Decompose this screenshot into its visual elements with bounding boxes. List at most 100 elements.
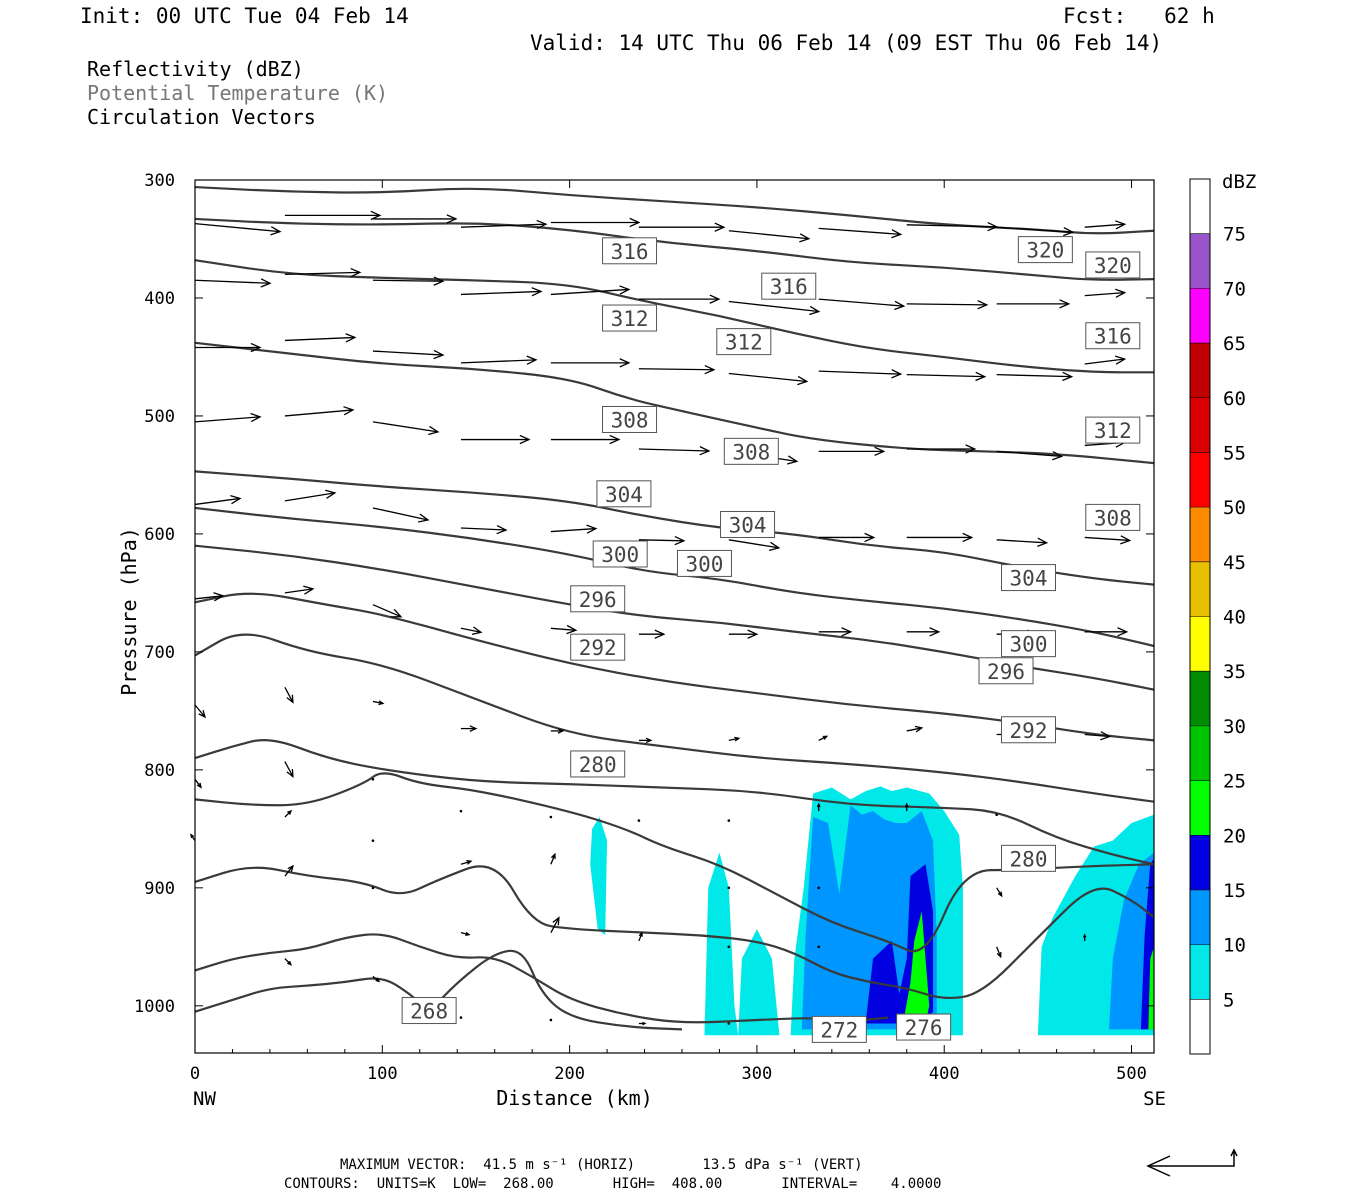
colorbar-level-label: 65	[1223, 333, 1246, 355]
reflectivity-cell-20	[1148, 946, 1154, 1030]
vector-shaft	[1084, 733, 1110, 738]
vector-head	[734, 736, 741, 742]
x-tick-label: 0	[190, 1064, 200, 1084]
x-tick-label: 400	[929, 1064, 960, 1084]
vector-head	[519, 434, 531, 445]
colorbar-unit: dBZ	[1222, 171, 1256, 193]
vector-arrow	[371, 778, 375, 781]
theta-label: 292	[1001, 716, 1057, 744]
vector-head	[638, 931, 643, 937]
vector-head	[230, 494, 242, 505]
vector-shaft	[728, 372, 807, 383]
vector-arrow	[1083, 933, 1087, 941]
theta-label-text: 280	[579, 753, 617, 777]
vector-arrow	[817, 945, 821, 949]
vector-shaft	[996, 374, 1072, 378]
vector-arrow	[372, 214, 458, 224]
valid-time: Valid: 14 UTC Thu 06 Feb 14 (09 EST Thu …	[530, 31, 1163, 55]
vector-arrow	[284, 406, 355, 417]
vector-shaft	[194, 416, 261, 423]
vector-shaft	[996, 450, 1062, 457]
vector-head	[619, 358, 631, 368]
theta-contour-308	[194, 341, 1155, 465]
vector-arrow	[904, 802, 909, 812]
vector-head	[370, 210, 382, 221]
vector-head	[929, 627, 941, 637]
theta-label: 304	[1001, 564, 1057, 592]
vector-head	[287, 864, 294, 872]
vector-head	[797, 375, 809, 386]
vector-arrow	[550, 728, 565, 734]
vector-head	[962, 532, 974, 543]
colorbar-box	[1190, 725, 1210, 781]
vector-arrow	[818, 627, 853, 637]
x-start-label: NW	[193, 1088, 216, 1110]
theta-label-box	[1017, 236, 1073, 264]
vector-arrow	[996, 946, 1002, 959]
vector-head	[375, 977, 381, 983]
vector-shaft	[550, 627, 576, 631]
y-axis-label: Pressure (hPa)	[117, 527, 141, 696]
theta-label-text: 292	[579, 636, 617, 660]
vector-arrow	[1084, 731, 1112, 741]
vector-arrow	[372, 276, 445, 286]
theta-label-text: 296	[987, 660, 1025, 684]
colorbar-box	[1190, 835, 1210, 890]
vector-shaft	[194, 704, 206, 718]
vector-arrow	[372, 349, 445, 360]
vector-head	[1115, 288, 1127, 298]
vector-arrow	[1084, 535, 1132, 545]
vector-arrow	[1084, 627, 1129, 637]
colorbar-level-label: 75	[1223, 224, 1246, 246]
vector-arrow	[550, 624, 578, 635]
vector-head	[287, 809, 293, 815]
vector-head	[250, 342, 262, 353]
vector-arrow	[284, 489, 337, 502]
colorbar-box	[1190, 233, 1210, 289]
theta-label-text: 308	[611, 408, 649, 432]
vector-head	[629, 217, 641, 228]
theta-label: 316	[1085, 322, 1141, 350]
vector-arrow	[460, 434, 531, 445]
colorbar-level-label: 5	[1223, 989, 1234, 1011]
vector-head	[303, 585, 315, 595]
vector-head	[894, 300, 906, 311]
theta-label: 292	[570, 633, 626, 661]
circulation-vectors	[190, 210, 1132, 1026]
colorbar-box	[1190, 288, 1210, 344]
theta-contour-304	[194, 470, 1155, 586]
vector-shaft	[818, 298, 904, 307]
theta-label: 312	[602, 304, 658, 332]
vector-arrow	[459, 809, 463, 813]
colorbar-box	[1190, 944, 1210, 1000]
vector-head	[1083, 933, 1087, 938]
y-tick-label: 500	[144, 407, 175, 427]
vector-arrow	[906, 627, 941, 637]
reference-arrow-up-head	[1230, 1148, 1238, 1157]
theta-label-box	[1085, 503, 1141, 531]
colorbar-box	[1190, 616, 1210, 672]
vector-arrow	[284, 686, 294, 704]
colorbar-level-label: 10	[1223, 935, 1246, 957]
theta-label-text: 316	[770, 275, 808, 299]
theta-label: 280	[570, 750, 626, 778]
vector-arrow	[194, 494, 242, 506]
theta-label-box	[676, 549, 732, 577]
vector-head	[747, 629, 759, 639]
theta-label: 308	[1085, 503, 1141, 531]
vector-head	[709, 294, 721, 304]
vector-arrow	[460, 524, 508, 535]
theta-label-box	[761, 272, 817, 300]
vector-arrow	[638, 535, 686, 546]
vector-arrow	[460, 931, 471, 936]
vector-head	[552, 916, 560, 926]
vector-arrow	[728, 736, 741, 742]
vector-head	[433, 349, 445, 360]
vector-arrow	[638, 737, 653, 744]
vector-shaft	[906, 303, 987, 306]
vector-arrow	[194, 704, 207, 719]
theta-label-box	[716, 328, 772, 356]
vector-head	[1115, 220, 1127, 230]
vector-head	[466, 859, 473, 865]
vector-arrow	[284, 585, 315, 595]
